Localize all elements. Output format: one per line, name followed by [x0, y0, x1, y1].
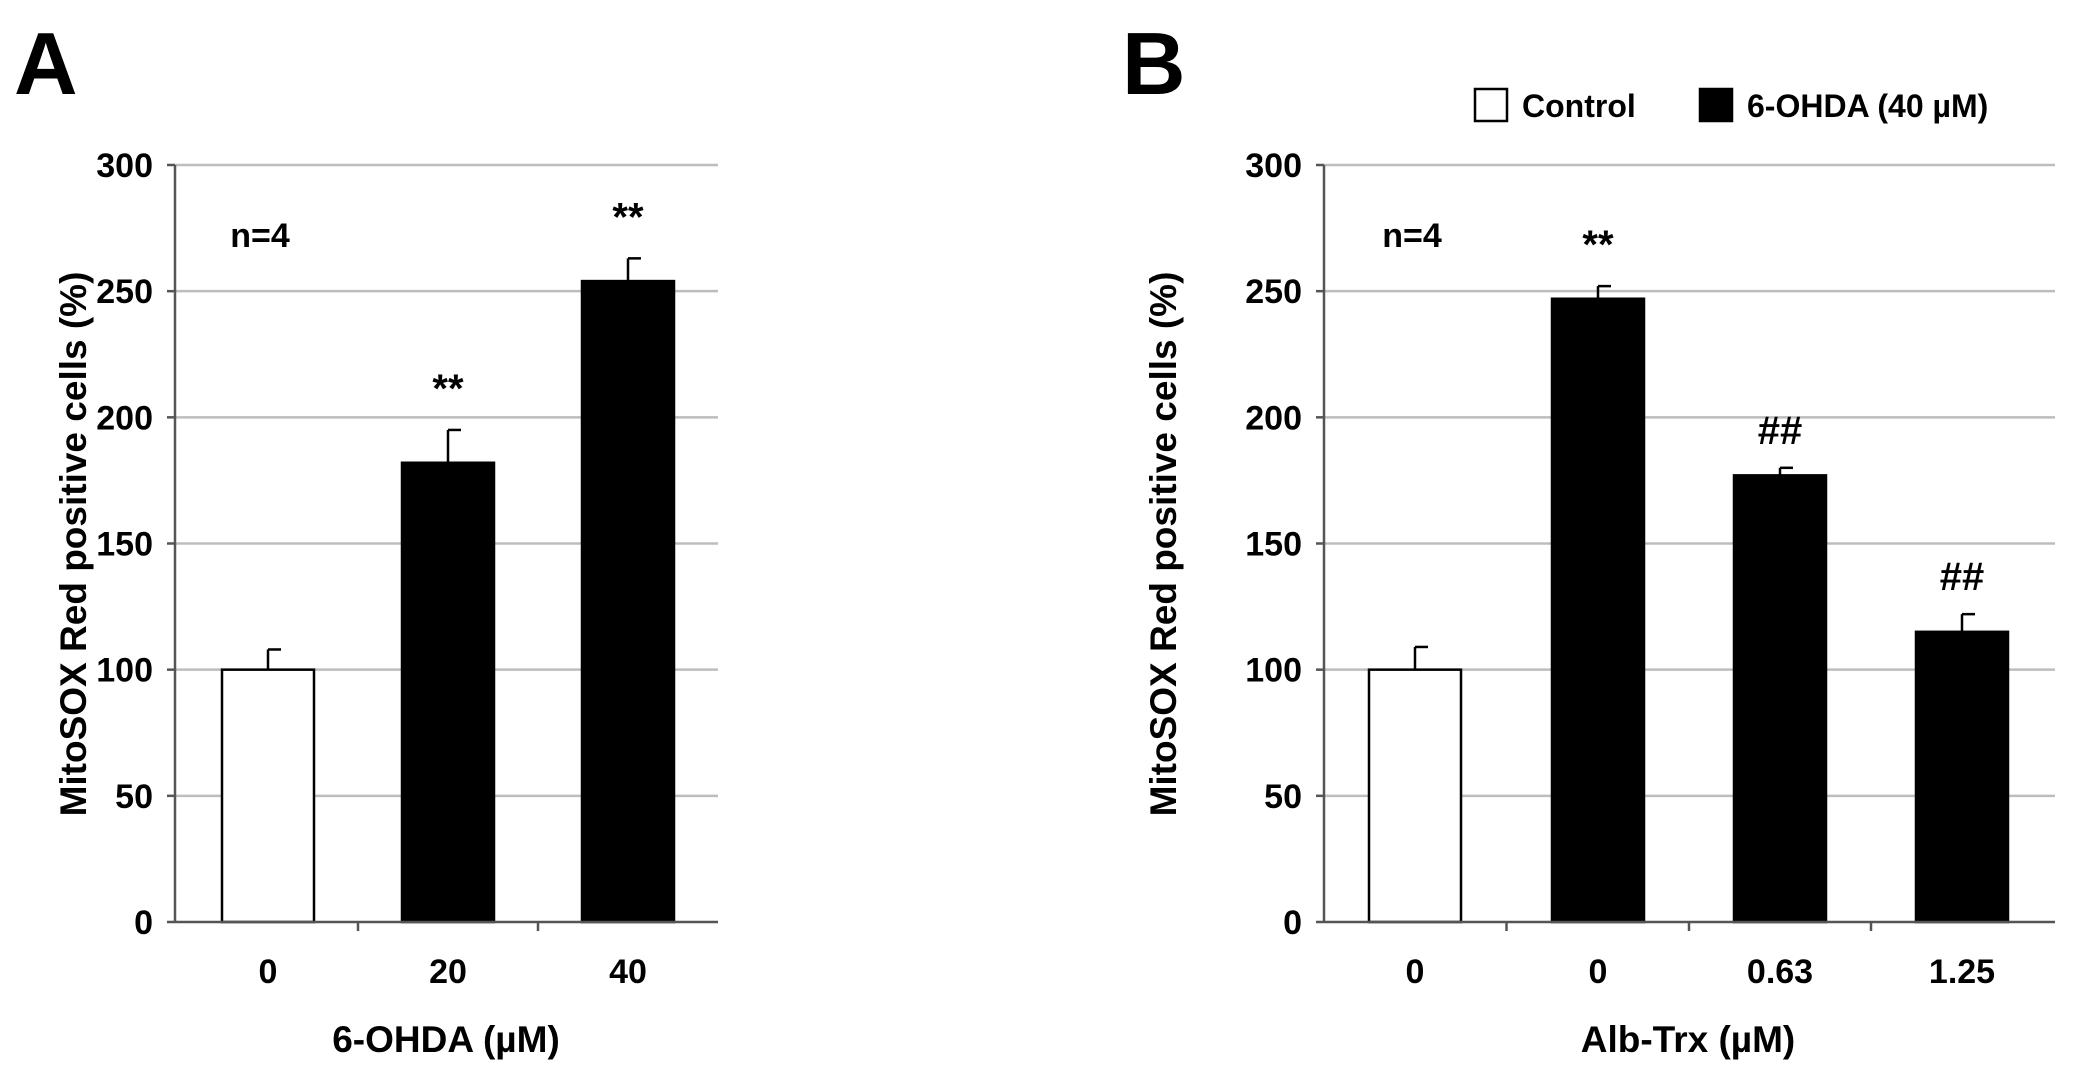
panel-b-y-tick-label: 250: [1245, 273, 1302, 311]
panel-b-y-axis-title: MitoSOX Red positive cells (%): [1143, 272, 1184, 817]
panel-a-y-tick-label: 100: [96, 652, 153, 690]
panel-a-y-tick-label: 0: [134, 904, 153, 942]
panel-a-y-tick-label: 200: [96, 399, 153, 437]
panel-b-bar: [1916, 632, 2008, 922]
panel-a-label: A: [14, 14, 78, 113]
panel-b-bar: [1369, 670, 1461, 922]
panel-b-y-tick-label: 100: [1245, 652, 1302, 690]
panel-b-label: B: [1122, 14, 1186, 113]
panel-a-y-tick-label: 300: [96, 147, 153, 185]
panel-b-y-tick-label: 150: [1245, 526, 1302, 564]
panel-b-y-tick-label: 50: [1264, 778, 1302, 816]
legend-label-control: Control: [1522, 88, 1636, 124]
panel-a-significance-marker: **: [612, 195, 644, 239]
panel-b-y-tick-label: 200: [1245, 399, 1302, 437]
panel-a-bar: [582, 281, 674, 922]
panel-a-x-tick-label: 40: [609, 953, 647, 991]
panel-b-significance-marker: **: [1582, 223, 1614, 267]
panel-a-y-tick-label: 150: [96, 526, 153, 564]
panel-b-y-tick-label: 0: [1283, 904, 1302, 942]
panel-b-x-tick-label: 0: [1589, 953, 1608, 991]
panel-a-x-tick-label: 20: [429, 953, 467, 991]
panel-b-significance-marker: ##: [1940, 555, 1985, 599]
panel-a-y-axis-title: MitoSOX Red positive cells (%): [53, 272, 94, 817]
panel-b-n-annotation: n=4: [1382, 217, 1442, 255]
legend-swatch-control: [1475, 89, 1507, 121]
panel-b-x-tick-label: 0: [1406, 953, 1425, 991]
panel-a-bar: [222, 670, 314, 922]
panel-a-x-axis-title: 6-OHDA (µM): [332, 1019, 560, 1060]
panel-b-x-tick-label: 1.25: [1929, 953, 1995, 991]
panel-b-y-tick-label: 300: [1245, 147, 1302, 185]
panel-b-x-axis-title: Alb-Trx (µM): [1581, 1019, 1796, 1060]
panel-b-significance-marker: ##: [1758, 409, 1803, 453]
panel-b-bar: [1552, 299, 1644, 922]
panel-b-x-tick-label: 0.63: [1747, 953, 1813, 991]
panel-a-n-annotation: n=4: [230, 217, 290, 255]
panel-a-chart: A ** ** 0 50 100 150 200 250 300 0 20 40 n=4 6-OH…: [14, 14, 718, 1060]
panel-a-significance-marker: **: [432, 367, 464, 411]
panel-a-x-tick-label: 0: [259, 953, 278, 991]
panel-b-legend: Control 6-OHDA (40 µM): [1475, 88, 1988, 124]
figure: A ** ** 0 50 100 150 200 250 300 0 20 40 n=4 6-OH…: [0, 0, 2076, 1072]
panel-a-y-tick-label: 50: [115, 778, 153, 816]
panel-b-bar: [1734, 475, 1826, 922]
panel-a-y-tick-label: 250: [96, 273, 153, 311]
legend-label-6ohda: 6-OHDA (40 µM): [1747, 88, 1988, 124]
panel-a-bar: [402, 463, 494, 922]
legend-swatch-6ohda: [1700, 89, 1732, 121]
panel-b-chart: B Control 6-OHDA (40 µM) ** ## ## 0 50 100 15…: [1122, 14, 2055, 1060]
